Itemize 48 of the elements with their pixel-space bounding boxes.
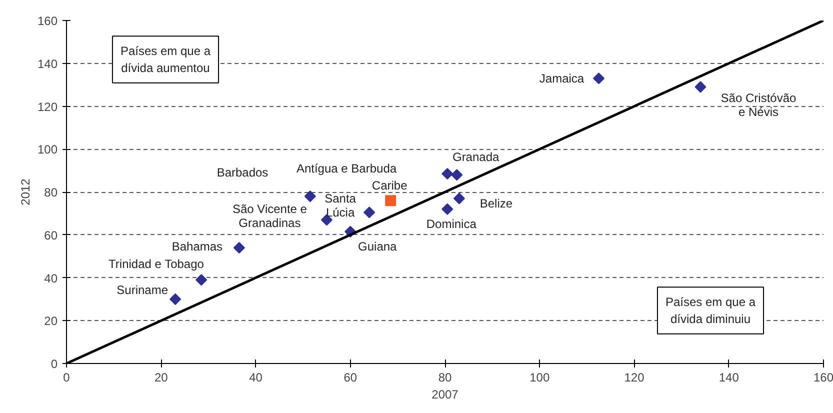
point	[363, 206, 376, 218]
x-tick-label: 0	[63, 370, 70, 384]
annotation: Caribe	[372, 178, 408, 193]
point	[304, 190, 316, 202]
x-tick-label: 80	[438, 370, 452, 384]
y-tick-label: 80	[44, 186, 58, 200]
annotation: Países em que a dívida aumentou	[120, 44, 211, 75]
annotation: São Cristóvão e Névis	[720, 90, 796, 119]
point	[592, 72, 605, 84]
annotation: Bahamas	[172, 240, 223, 254]
y-tick-label: 60	[44, 228, 58, 242]
y-axis-title: 2012	[18, 178, 32, 206]
annotation: São Vicente e Granadinas	[232, 202, 308, 230]
point	[233, 242, 245, 254]
x-tick-label: 20	[154, 370, 168, 384]
annotation: Trinidad e Tobago	[108, 256, 204, 271]
y-tick-label: 120	[37, 100, 58, 114]
point	[451, 169, 463, 181]
annotation: Barbados	[216, 166, 268, 180]
point	[196, 274, 208, 286]
y-tick-label: 160	[37, 14, 58, 28]
point	[385, 195, 396, 206]
annotation: Países em que a dívida diminuiu	[665, 295, 756, 326]
annotation: Dominica	[426, 217, 477, 232]
y-tick-label: 20	[44, 314, 58, 328]
x-tick-label: 40	[249, 370, 263, 384]
annotation: Antígua e Barbuda	[296, 162, 397, 176]
x-axis-title: 2007	[432, 388, 459, 402]
annotation: Jamaica	[539, 71, 584, 86]
annotation: Guiana	[358, 240, 398, 254]
point	[694, 81, 706, 93]
y-tick-label: 100	[37, 142, 58, 157]
x-tick-label: 120	[624, 370, 645, 384]
y-tick-label: 140	[37, 56, 58, 71]
y-tick-label: 40	[44, 271, 58, 286]
annotation: Suriname	[116, 283, 168, 298]
x-tick-label: 140	[718, 370, 740, 384]
point	[442, 203, 454, 215]
point	[442, 168, 454, 180]
point	[453, 192, 465, 204]
x-tick-label: 160	[813, 370, 833, 384]
annotation: Belize	[480, 196, 513, 210]
x-tick-label: 100	[530, 370, 550, 384]
annotation: Granada	[452, 150, 500, 164]
y-tick-label: 0	[50, 357, 58, 371]
annotation: Santa Lúcia	[324, 191, 356, 220]
x-tick-label: 60	[344, 370, 358, 384]
point	[170, 293, 182, 305]
